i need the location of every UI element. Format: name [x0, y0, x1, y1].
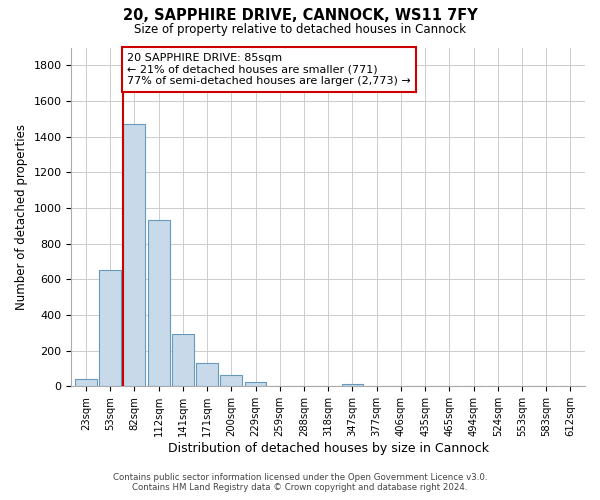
Bar: [124, 124, 145, 386]
Y-axis label: Number of detached properties: Number of detached properties: [15, 124, 28, 310]
X-axis label: Distribution of detached houses by size in Cannock: Distribution of detached houses by size …: [168, 442, 489, 455]
Text: Contains public sector information licensed under the Open Government Licence v3: Contains public sector information licen…: [113, 474, 487, 482]
Text: 20, SAPPHIRE DRIVE, CANNOCK, WS11 7FY: 20, SAPPHIRE DRIVE, CANNOCK, WS11 7FY: [122, 8, 478, 22]
Bar: [220, 375, 242, 386]
Bar: [75, 379, 97, 386]
Text: Size of property relative to detached houses in Cannock: Size of property relative to detached ho…: [134, 22, 466, 36]
Bar: [245, 382, 266, 386]
Bar: [172, 334, 194, 386]
Bar: [148, 220, 170, 386]
Bar: [196, 363, 218, 386]
Bar: [341, 384, 364, 386]
Bar: [99, 270, 121, 386]
Text: Contains HM Land Registry data © Crown copyright and database right 2024.: Contains HM Land Registry data © Crown c…: [132, 484, 468, 492]
Text: 20 SAPPHIRE DRIVE: 85sqm
← 21% of detached houses are smaller (771)
77% of semi-: 20 SAPPHIRE DRIVE: 85sqm ← 21% of detach…: [127, 53, 411, 86]
